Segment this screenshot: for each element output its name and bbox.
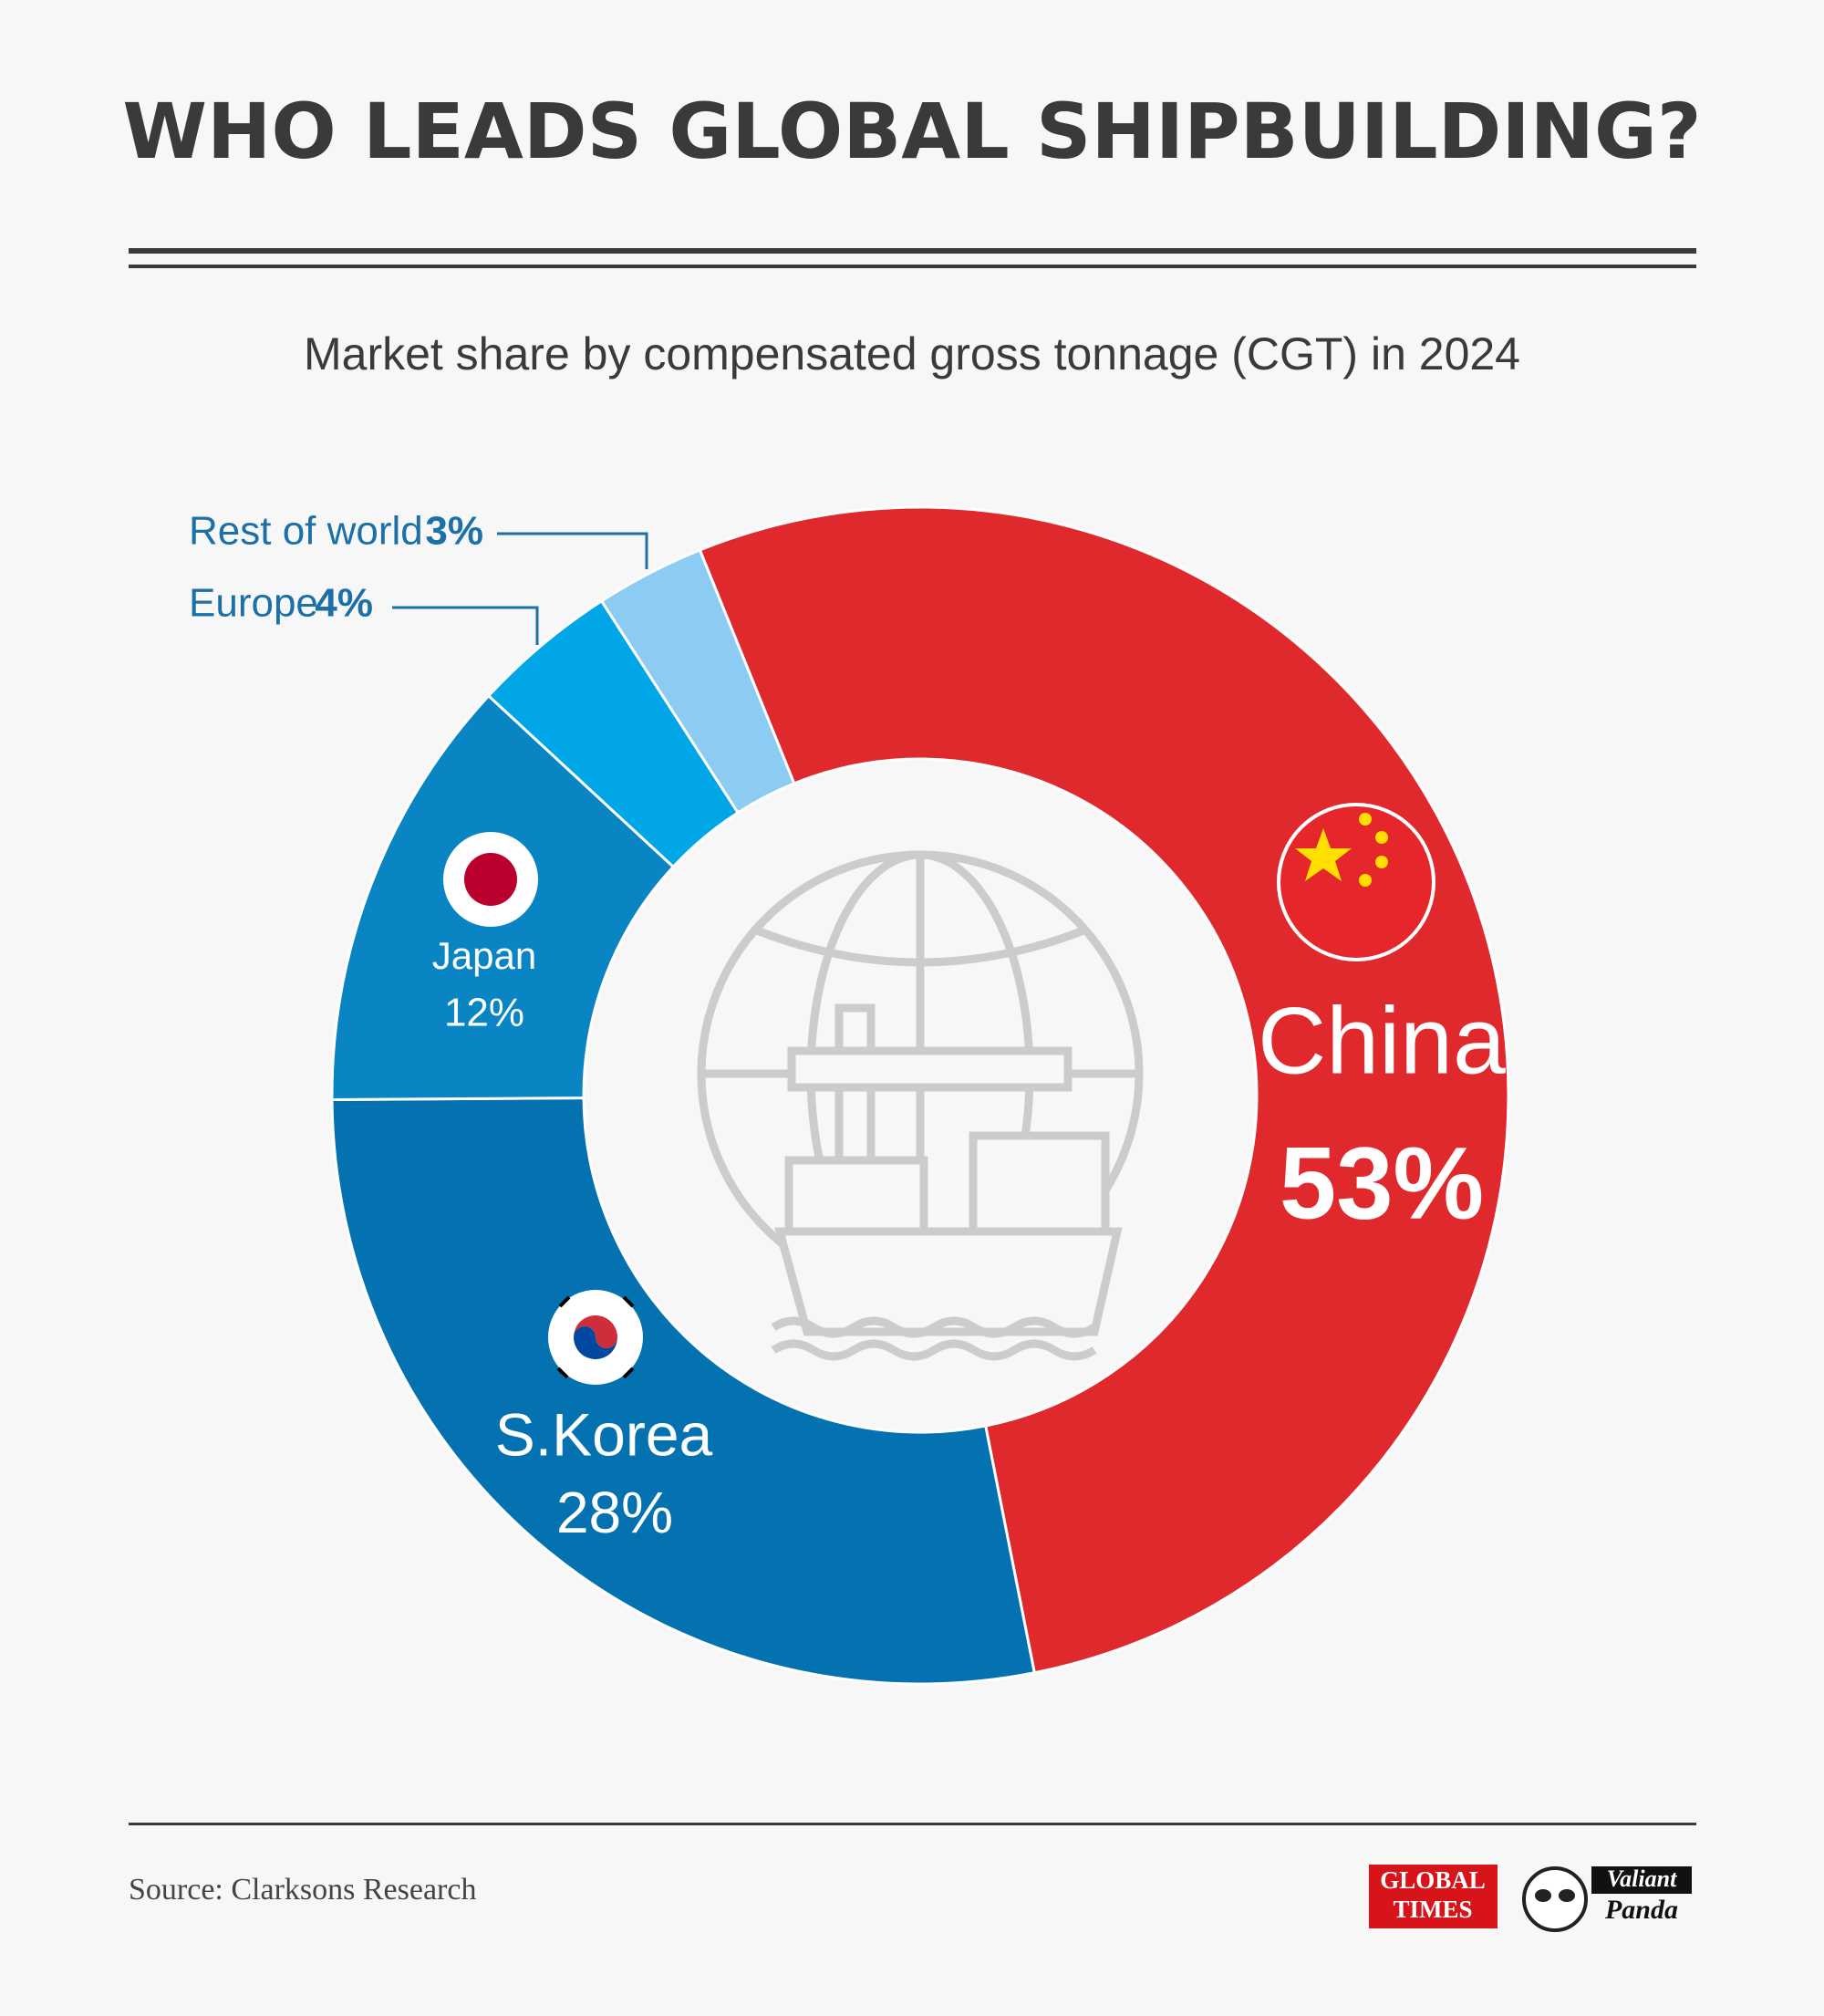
title-rule <box>129 265 1696 268</box>
category-label: China <box>1258 988 1506 1094</box>
category-label: S.Korea <box>495 1400 713 1468</box>
slice <box>599 548 796 815</box>
leader-line <box>392 606 539 645</box>
footer-rule <box>129 1823 1696 1825</box>
korea-flag <box>548 1290 643 1385</box>
ship-icon <box>697 850 1144 1361</box>
valiant-panda-logo: Valiant Panda <box>1522 1865 1692 1932</box>
chart-title: WHO LEADS GLOBAL SHIPBUILDING? <box>122 87 1701 176</box>
logo-text: GLOBAL <box>1380 1866 1486 1894</box>
subtitle: Market share by compensated gross tonnag… <box>304 328 1520 379</box>
slice <box>698 505 1510 1675</box>
japan-flag <box>443 832 538 927</box>
source: Source: Clarksons Research <box>129 1873 476 1907</box>
slice <box>330 1096 1037 1686</box>
logo-text: TIMES <box>1393 1896 1472 1923</box>
value-label: 53% <box>1280 1127 1484 1241</box>
category-label: Japan <box>432 934 536 977</box>
value-label: 12% <box>444 991 524 1035</box>
value-label: 28% <box>556 1480 673 1545</box>
leader-line <box>497 532 648 569</box>
value-label: 4% <box>315 581 373 626</box>
global-times-logo: GLOBAL TIMES <box>1369 1865 1498 1928</box>
value-label: 3% <box>425 509 483 554</box>
logo-text: Panda <box>1604 1895 1678 1925</box>
title-rule <box>129 248 1696 254</box>
logo-text: Valiant <box>1607 1865 1677 1892</box>
category-label: Rest of world <box>189 509 423 554</box>
china-flag <box>1277 803 1435 961</box>
category-label: Europe <box>189 581 318 626</box>
